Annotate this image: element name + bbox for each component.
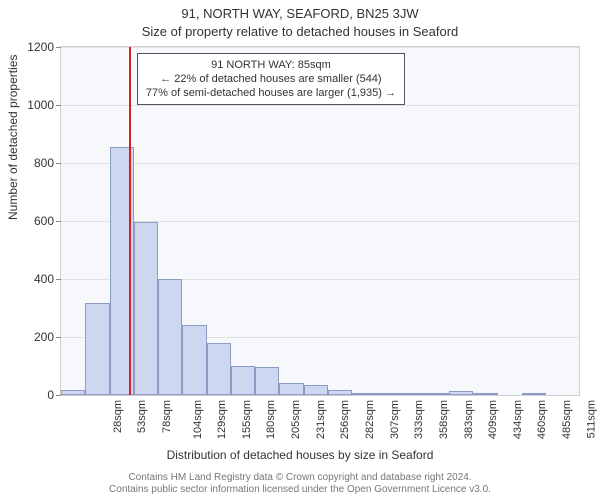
histogram-bar [328,390,352,395]
histogram-plot: 91 NORTH WAY: 85sqm← 22% of detached hou… [60,46,580,396]
histogram-bar [207,343,231,395]
ytick-label: 1000 [14,98,54,112]
annotation-line: 77% of semi-detached houses are larger (… [146,86,396,100]
xtick-label: 256sqm [340,400,352,439]
property-marker-line [129,47,131,395]
gridline [61,163,579,164]
histogram-bar [182,325,206,395]
gridline [61,47,579,48]
ytick-label: 800 [14,156,54,170]
ytick-mark [56,337,61,338]
xtick-label: 205sqm [290,400,302,439]
address-title: 91, NORTH WAY, SEAFORD, BN25 3JW [0,6,600,21]
xtick-label: 485sqm [561,400,573,439]
histogram-bar [401,393,425,395]
histogram-bar [255,367,279,395]
histogram-bar [304,385,328,395]
xtick-label: 409sqm [487,400,499,439]
histogram-bar [231,366,255,395]
ytick-mark [56,47,61,48]
xtick-label: 333sqm [413,400,425,439]
xtick-label: 511sqm [585,400,597,438]
histogram-bar [376,393,400,395]
ytick-label: 200 [14,330,54,344]
histogram-bar [473,393,497,395]
y-axis-label: Number of detached properties [6,55,20,220]
gridline [61,105,579,106]
histogram-bar [158,279,182,395]
x-axis-label: Distribution of detached houses by size … [0,448,600,462]
xtick-label: 358sqm [438,400,450,439]
histogram-bar [85,303,109,395]
xtick-label: 282sqm [364,400,376,439]
histogram-bar [279,383,303,395]
footer-line1: Contains HM Land Registry data © Crown c… [0,472,600,484]
histogram-bar [522,393,546,395]
ytick-mark [56,221,61,222]
ytick-label: 0 [14,388,54,402]
ytick-label: 400 [14,272,54,286]
annotation-box: 91 NORTH WAY: 85sqm← 22% of detached hou… [137,53,405,105]
ytick-label: 600 [14,214,54,228]
xtick-label: 307sqm [389,400,401,439]
xtick-label: 129sqm [216,400,228,439]
xtick-label: 78sqm [161,400,173,433]
xtick-label: 231sqm [315,400,327,439]
chart-subtitle: Size of property relative to detached ho… [0,24,600,39]
histogram-bar [425,393,449,395]
ytick-mark [56,279,61,280]
xtick-label: 383sqm [463,400,475,439]
ytick-label: 1200 [14,40,54,54]
histogram-bar [352,393,376,395]
xtick-label: 180sqm [266,400,278,439]
annotation-line: 91 NORTH WAY: 85sqm [146,58,396,72]
ytick-mark [56,163,61,164]
ytick-mark [56,105,61,106]
histogram-bar [134,222,158,395]
xtick-label: 53sqm [136,400,148,433]
footer-line2: Contains public sector information licen… [0,484,600,496]
xtick-label: 104sqm [192,400,204,439]
footer-attribution: Contains HM Land Registry data © Crown c… [0,472,600,496]
histogram-bar [61,390,85,395]
annotation-line: ← 22% of detached houses are smaller (54… [146,72,396,86]
histogram-bar [449,391,473,395]
xtick-label: 434sqm [512,400,524,439]
xtick-label: 28sqm [112,400,124,433]
xtick-label: 155sqm [241,400,253,439]
ytick-mark [56,395,61,396]
xtick-label: 460sqm [537,400,549,439]
